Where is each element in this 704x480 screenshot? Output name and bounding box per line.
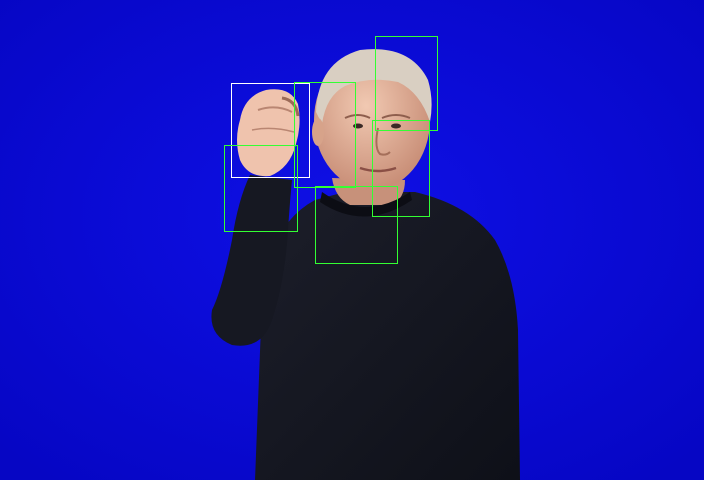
thumb bbox=[281, 96, 300, 117]
nose bbox=[375, 127, 391, 156]
eye bbox=[391, 123, 401, 129]
detection-box-face-right bbox=[372, 120, 430, 217]
raised-arm bbox=[211, 175, 292, 346]
brow bbox=[381, 114, 411, 119]
detection-box-head-top bbox=[375, 36, 438, 131]
torso bbox=[255, 192, 520, 480]
detection-box-face-left bbox=[294, 82, 356, 188]
knuckle-line bbox=[257, 106, 293, 113]
brow bbox=[344, 114, 371, 119]
detection-box-wrist bbox=[224, 145, 298, 232]
mouth bbox=[359, 166, 397, 173]
hair bbox=[316, 49, 432, 125]
knuckle-line bbox=[251, 127, 295, 133]
detection-box-chin bbox=[315, 186, 398, 264]
ear bbox=[312, 118, 324, 146]
detection-box-hand bbox=[231, 83, 310, 178]
collar bbox=[320, 192, 412, 217]
fist bbox=[237, 89, 300, 177]
